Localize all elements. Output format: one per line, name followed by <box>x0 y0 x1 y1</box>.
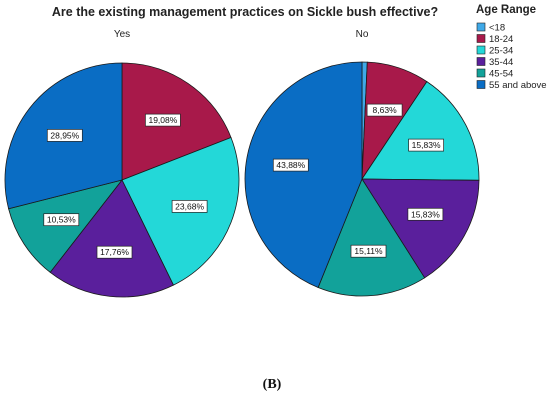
pie-no-data-label: 43,88% <box>276 160 305 170</box>
legend-item-label: 25-34 <box>489 46 513 57</box>
pie-no-slice-55-and-above <box>244 61 363 288</box>
pie-yes-label-box <box>43 213 80 227</box>
pie-yes-label-box <box>171 200 208 213</box>
pie-no-slice-45-54 <box>317 178 426 297</box>
pie-no-label-box <box>408 138 444 152</box>
pie-yes: 19,08% 23,68% 17,76% 10,53% 28,95% <box>4 62 240 298</box>
legend-swatch <box>476 57 486 66</box>
pie-yes-label-box <box>145 113 181 127</box>
pie-no-data-label: 15,83% <box>412 140 441 150</box>
pie-no-label-box <box>350 244 387 258</box>
legend-swatch <box>476 34 486 43</box>
legend-swatch <box>476 45 486 55</box>
chart-title: Are the existing management practices on… <box>52 5 438 19</box>
legend-item-label: 18-24 <box>489 34 513 45</box>
pie-no-data-label: 15,11% <box>354 246 383 256</box>
pie-yes-label-box <box>96 245 133 259</box>
legend-title: Age Range <box>476 4 536 16</box>
pie-no-data-label: 15,83% <box>411 209 440 219</box>
legend-swatch <box>476 68 486 78</box>
pie-no-label-box <box>272 158 309 172</box>
pie-no: 8,63% 15,83% 15,83% 15,11% 43,88% <box>244 61 480 297</box>
pie-yes-data-label: 17,76% <box>100 247 129 257</box>
legend-swatch <box>476 22 486 32</box>
pie-yes-data-label: 23,68% <box>175 201 204 211</box>
pie-yes-slice-45-54 <box>8 179 124 273</box>
legend-item-label: 55 and above <box>489 80 547 91</box>
pie-no-data-label: 8,63% <box>373 105 398 115</box>
legend-item-label: 45-54 <box>489 69 513 80</box>
pie-yes-slice-35-44 <box>49 179 174 298</box>
pie-yes-data-label: 19,08% <box>148 115 177 125</box>
pie-title-yes: Yes <box>114 29 130 40</box>
figure-caption: (B) <box>263 377 282 392</box>
pie-no-label-box <box>407 207 444 221</box>
pie-yes-label-box <box>46 129 83 142</box>
legend-swatch <box>476 80 486 89</box>
pie-yes-data-label: 28,95% <box>50 130 79 140</box>
legend-item-label: <18 <box>489 23 505 34</box>
pie-no-slice-25-34 <box>361 81 480 181</box>
pie-title-no: No <box>356 29 369 40</box>
pie-no-slice-35-44 <box>361 178 480 279</box>
legend-item-label: 35-44 <box>489 57 513 68</box>
pie-no-label-box <box>366 103 403 117</box>
pie-yes-data-label: 10,53% <box>47 215 76 225</box>
